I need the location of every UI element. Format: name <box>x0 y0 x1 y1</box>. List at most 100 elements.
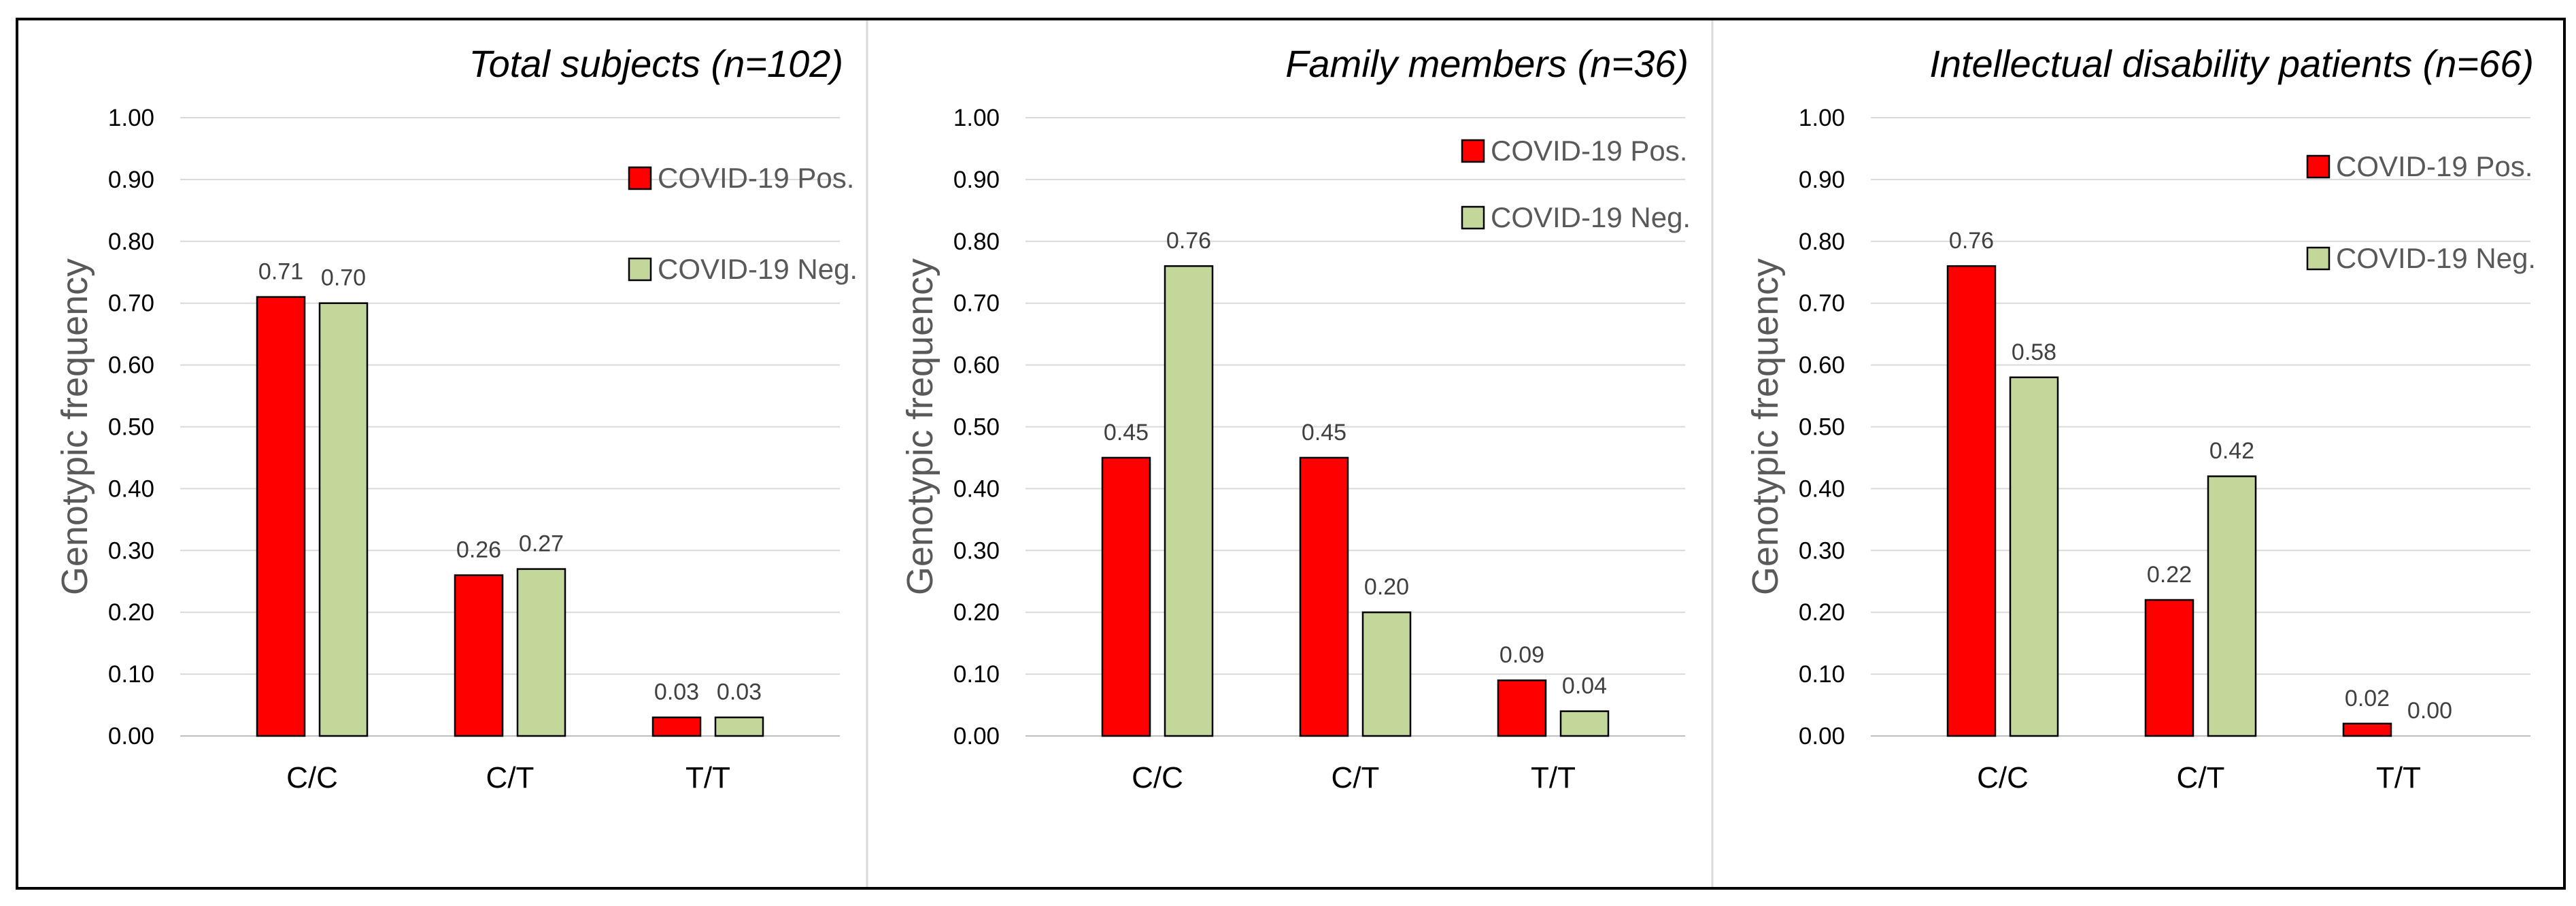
legend-label: COVID-19 Pos. <box>658 162 854 194</box>
data-label: 0.00 <box>2407 698 2452 724</box>
y-tick-label: 0.30 <box>953 537 1000 564</box>
bar-pos-1 <box>2144 599 2194 737</box>
bar-neg-1 <box>2207 475 2257 737</box>
data-label: 0.26 <box>456 537 501 563</box>
y-tick-label: 0.10 <box>108 661 154 688</box>
chart-title: Intellectual disability patients (n=66) <box>1929 42 2534 85</box>
y-axis-label: Genotypic frequency <box>900 258 940 595</box>
legend-label: COVID-19 Neg. <box>1491 201 1691 233</box>
data-label: 0.58 <box>2012 339 2056 365</box>
x-tick-label: C/T <box>486 761 535 794</box>
data-label: 0.71 <box>258 259 303 285</box>
data-label: 0.76 <box>1949 228 1994 254</box>
data-label: 0.76 <box>1166 228 1211 254</box>
y-axis-label: Genotypic frequency <box>54 258 95 595</box>
y-tick-label: 0.40 <box>953 475 1000 502</box>
y-tick-label: 0.70 <box>953 290 1000 317</box>
y-tick-label: 0.70 <box>1799 290 1845 317</box>
y-tick-label: 0.60 <box>953 352 1000 379</box>
data-label: 0.27 <box>519 531 564 557</box>
data-label: 0.42 <box>2209 438 2254 464</box>
chart-panel-1: Total subjects (n=102) Genotypic frequenc… <box>54 42 858 794</box>
bar-pos-2 <box>1497 679 1547 737</box>
data-label: 0.22 <box>2147 562 2192 588</box>
data-label: 0.03 <box>717 680 762 705</box>
y-tick-label: 0.80 <box>1799 229 1845 255</box>
x-tick-label: T/T <box>2376 761 2421 794</box>
y-tick-label: 0.60 <box>108 352 154 379</box>
bar-neg-0 <box>318 302 369 737</box>
y-tick-label: 0.00 <box>108 723 154 750</box>
bar-pos-1 <box>1299 456 1349 737</box>
chart-panels: Total subjects (n=102) Genotypic frequenc… <box>54 20 2536 887</box>
legend-label: COVID-19 Neg. <box>658 253 858 285</box>
y-tick-label: 0.50 <box>1799 414 1845 441</box>
y-tick-label: 0.10 <box>1799 661 1845 688</box>
y-tick-label: 0.20 <box>953 599 1000 626</box>
y-tick-label: 1.00 <box>108 105 154 131</box>
data-label: 0.45 <box>1104 420 1149 446</box>
bar-neg-2 <box>1559 710 1610 737</box>
data-label: 0.03 <box>654 680 699 705</box>
y-tick-label: 0.00 <box>1799 723 1845 750</box>
chart-title: Total subjects (n=102) <box>469 42 843 85</box>
x-tick-label: T/T <box>1531 761 1576 794</box>
bar-pos-1 <box>454 574 504 737</box>
y-tick-label: 0.90 <box>1799 167 1845 193</box>
y-tick-label: 0.50 <box>953 414 1000 441</box>
bar-neg-0 <box>1164 265 1214 737</box>
bar-pos-0 <box>1101 456 1151 737</box>
bar-pos-0 <box>256 296 306 737</box>
bar-pos-2 <box>651 716 702 737</box>
legend-label: COVID-19 Neg. <box>2336 242 2536 274</box>
y-tick-label: 0.10 <box>953 661 1000 688</box>
y-tick-label: 0.80 <box>953 229 1000 255</box>
y-tick-label: 0.70 <box>108 290 154 317</box>
figure-frame <box>16 18 2566 890</box>
y-tick-label: 1.00 <box>953 105 1000 131</box>
bar-neg-1 <box>1361 611 1412 737</box>
legend-swatch-pos <box>628 166 652 190</box>
x-tick-label: C/C <box>286 761 338 794</box>
data-label: 0.20 <box>1364 574 1409 600</box>
y-tick-label: 1.00 <box>1799 105 1845 131</box>
bar-neg-0 <box>2009 376 2059 737</box>
y-tick-label: 0.20 <box>1799 599 1845 626</box>
chart-panel-2: Family members (n=36) Genotypic frequency… <box>900 42 1691 794</box>
y-tick-label: 0.40 <box>1799 475 1845 502</box>
data-label: 0.02 <box>2345 686 2390 711</box>
y-tick-label: 0.30 <box>1799 537 1845 564</box>
chart-title: Family members (n=36) <box>1285 42 1689 85</box>
x-tick-label: C/T <box>2177 761 2225 794</box>
legend-swatch-neg <box>1461 205 1485 230</box>
data-label: 0.04 <box>1562 673 1607 699</box>
y-tick-label: 0.90 <box>108 167 154 193</box>
y-tick-label: 0.20 <box>108 599 154 626</box>
legend-swatch-neg <box>628 257 652 282</box>
legend-label: COVID-19 Pos. <box>2336 150 2532 182</box>
data-label: 0.45 <box>1302 420 1346 446</box>
chart-panel-3: Intellectual disability patients (n=66) G… <box>1745 42 2536 794</box>
y-tick-label: 0.90 <box>953 167 1000 193</box>
bar-pos-0 <box>1946 265 1997 737</box>
y-tick-label: 0.60 <box>1799 352 1845 379</box>
y-axis-label: Genotypic frequency <box>1745 258 1786 595</box>
bar-pos-2 <box>2342 722 2392 737</box>
data-label: 0.09 <box>1499 642 1544 668</box>
data-label: 0.70 <box>321 265 366 291</box>
legend-label: COVID-19 Pos. <box>1491 135 1687 167</box>
x-tick-label: C/T <box>1332 761 1380 794</box>
x-tick-label: C/C <box>1132 761 1183 794</box>
y-tick-label: 0.50 <box>108 414 154 441</box>
y-tick-label: 0.30 <box>108 537 154 564</box>
x-tick-label: C/C <box>1977 761 2029 794</box>
legend-swatch-pos <box>2306 154 2331 179</box>
y-tick-label: 0.00 <box>953 723 1000 750</box>
legend-swatch-neg <box>2306 246 2331 271</box>
bar-neg-1 <box>516 568 566 737</box>
y-tick-label: 0.80 <box>108 229 154 255</box>
x-tick-label: T/T <box>685 761 730 794</box>
y-tick-label: 0.40 <box>108 475 154 502</box>
